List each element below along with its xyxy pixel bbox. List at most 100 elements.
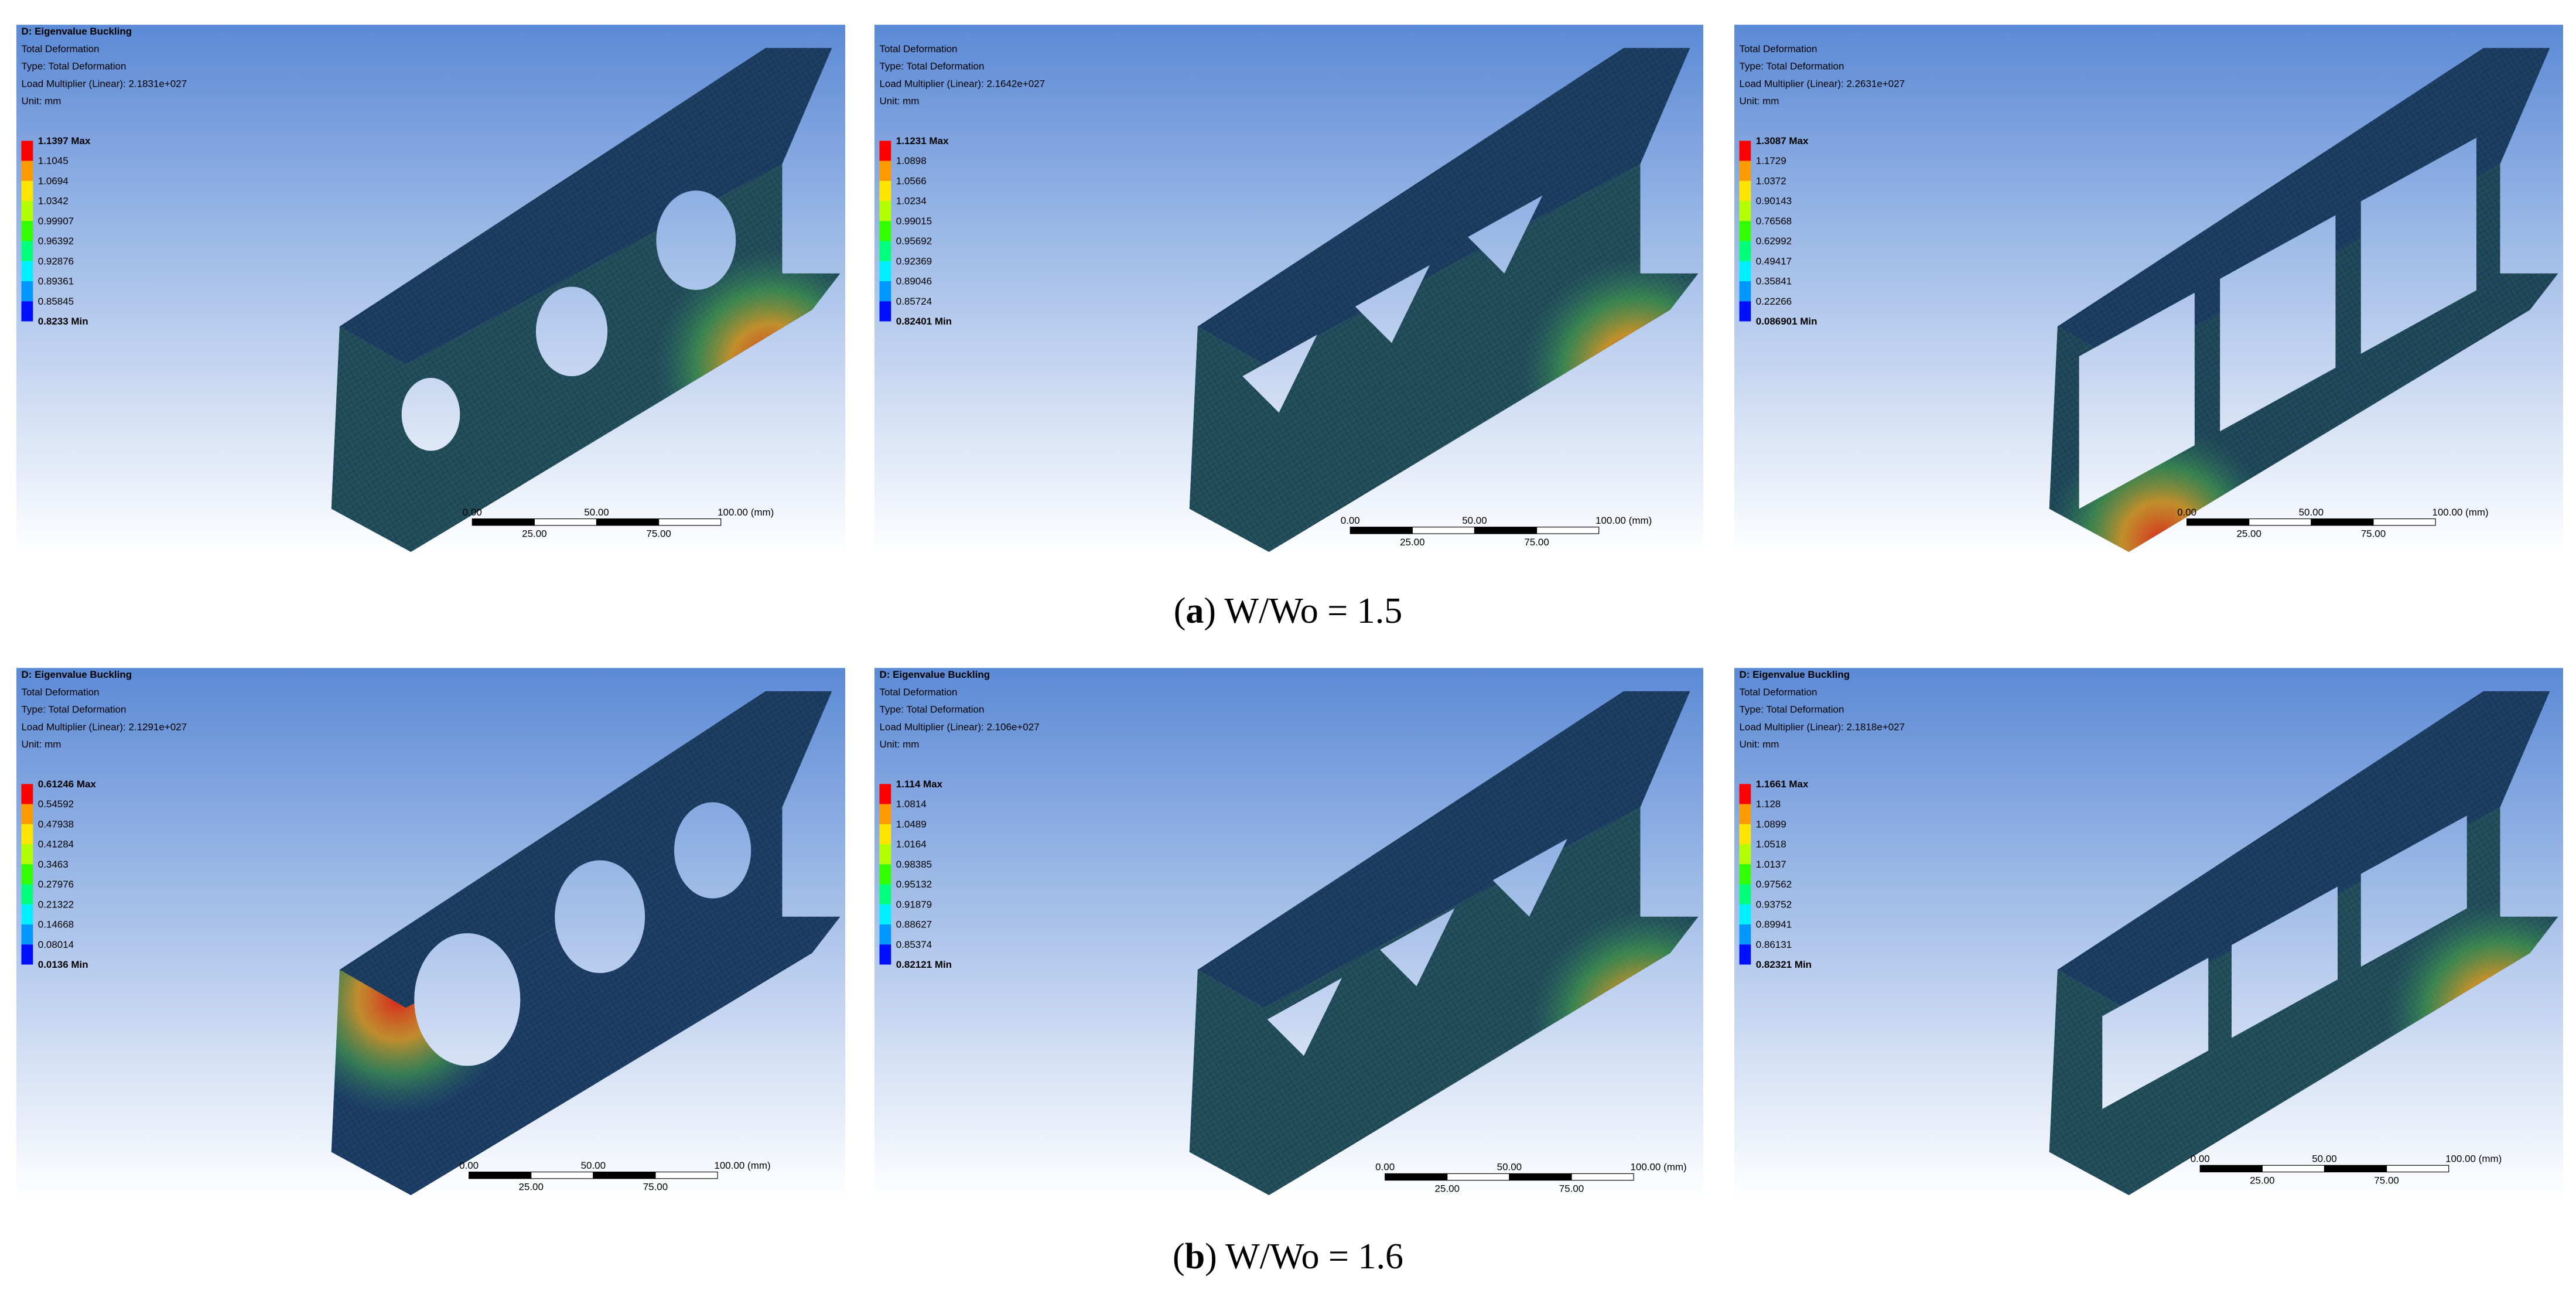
result-view: D: Eigenvalue Buckling Total Deformation T… xyxy=(16,668,845,1199)
scale-label: 75.00 xyxy=(2374,1175,2399,1186)
scale-bar: 0.00 50.00 100.00 (mm) 25.00 75.00 xyxy=(1341,515,1652,548)
legend-swatch xyxy=(879,301,891,322)
legend-label: 0.85724 xyxy=(896,296,932,307)
legend-swatch xyxy=(879,944,891,965)
beam-model xyxy=(2049,691,2558,1196)
legend-swatch xyxy=(21,824,33,845)
header-line: D: Eigenvalue Buckling xyxy=(1739,669,1850,680)
caption-letter: a xyxy=(1185,591,1204,631)
legend-swatch xyxy=(1739,784,1751,804)
legend-swatch xyxy=(879,141,891,161)
scale-segment xyxy=(2311,518,2374,526)
legend-swatch xyxy=(879,824,891,845)
header-line: Load Multiplier (Linear): 2.106e+027 xyxy=(879,721,1039,732)
scale-segment xyxy=(469,1171,532,1179)
scale-segment xyxy=(1412,527,1475,534)
legend-label: 1.0899 xyxy=(1756,818,1786,830)
header-line: Unit: mm xyxy=(21,739,61,750)
legend-label: 0.22266 xyxy=(1756,296,1792,307)
caption-letter: b xyxy=(1184,1237,1205,1277)
legend-swatch xyxy=(879,281,891,302)
scale-segment xyxy=(531,1171,594,1179)
mesh xyxy=(339,691,832,1008)
legend-swatch xyxy=(1739,844,1751,865)
header-line: Unit: mm xyxy=(21,95,61,107)
scale-label: 75.00 xyxy=(643,1182,668,1193)
view-canvas: D: Eigenvalue Buckling Total Deformation T… xyxy=(874,668,1703,1199)
legend-label: 0.97562 xyxy=(1756,879,1792,890)
scale-label: 100.00 (mm) xyxy=(1596,515,1652,526)
scale-label: 75.00 xyxy=(1559,1183,1584,1194)
caption-part: ) W/Wo = 1.5 xyxy=(1204,591,1403,631)
legend-label: 0.82121 Min xyxy=(896,959,952,970)
scale-segment xyxy=(593,1171,656,1179)
header-line: Type: Total Deformation xyxy=(879,704,984,715)
legend-label: 0.47938 xyxy=(38,818,74,830)
legend-label: 0.14668 xyxy=(38,919,74,930)
legend-label: 0.99907 xyxy=(38,216,74,227)
legend-label: 0.086901 Min xyxy=(1756,316,1817,327)
scale-bar: 0.00 50.00 100.00 (mm) 25.00 75.00 xyxy=(2177,507,2489,540)
header-line: D: Eigenvalue Buckling xyxy=(879,669,990,680)
scale-segment xyxy=(2186,518,2250,526)
legend-label: 0.08014 xyxy=(38,939,74,950)
scale-segment xyxy=(596,518,660,526)
legend-label: 1.1661 Max xyxy=(1756,779,1809,790)
web-hole xyxy=(656,190,736,290)
scale-segment xyxy=(2373,518,2436,526)
legend-label: 0.85845 xyxy=(38,296,74,307)
scale-label: 50.00 xyxy=(1497,1162,1522,1173)
legend-label: 1.0137 xyxy=(1756,859,1786,870)
scale-segment xyxy=(2386,1165,2449,1173)
legend-label: 1.0814 xyxy=(896,798,927,810)
legend-label: 1.1231 Max xyxy=(896,135,949,146)
scale-segment xyxy=(1385,1173,1448,1181)
view-canvas: Total Deformation Type: Total Deformation… xyxy=(874,25,1703,555)
scale-label: 25.00 xyxy=(1435,1183,1460,1194)
legend-label: 1.0566 xyxy=(896,175,927,186)
legend-swatch xyxy=(1739,180,1751,202)
legend-swatch xyxy=(21,784,33,804)
legend-label: 1.0898 xyxy=(896,155,927,166)
legend-swatch xyxy=(21,241,33,261)
header-line: Total Deformation xyxy=(1739,687,1817,698)
legend-swatch xyxy=(879,221,891,241)
legend-label: 0.92369 xyxy=(896,255,932,267)
header-line: Type: Total Deformation xyxy=(21,61,126,72)
header-line: Type: Total Deformation xyxy=(21,704,126,715)
view-canvas: Total Deformation Type: Total Deformation… xyxy=(1734,25,2563,555)
header-line: Unit: mm xyxy=(879,95,919,107)
legend-label: 0.98385 xyxy=(896,859,932,870)
legend-swatch xyxy=(879,161,891,181)
scale-label: 50.00 xyxy=(581,1160,606,1171)
caption-part: ( xyxy=(1173,1237,1185,1277)
legend-label: 0.90143 xyxy=(1756,196,1792,207)
legend-label: 1.0164 xyxy=(896,839,927,850)
legend-swatch xyxy=(21,180,33,202)
legend-label: 0.61246 Max xyxy=(38,779,97,790)
view-canvas: D: Eigenvalue Buckling Total Deformation T… xyxy=(16,25,845,555)
scale-segment xyxy=(1536,527,1600,534)
web-hole xyxy=(2220,215,2336,432)
scale-label: 0.00 xyxy=(1375,1162,1395,1173)
result-view: D: Eigenvalue Buckling Total Deformation T… xyxy=(1734,668,2563,1199)
web-hole xyxy=(2079,292,2195,509)
legend-swatch xyxy=(21,844,33,865)
legend-swatch xyxy=(1739,241,1751,261)
legend-label: 0.62992 xyxy=(1756,236,1792,247)
header-line: Load Multiplier (Linear): 2.1642e+027 xyxy=(879,78,1045,89)
legend-label: 0.49417 xyxy=(1756,255,1792,267)
header-line: Type: Total Deformation xyxy=(1739,704,1844,715)
legend-swatch xyxy=(21,864,33,885)
result-view: D: Eigenvalue Buckling Total Deformation T… xyxy=(874,668,1703,1199)
legend-label: 0.92876 xyxy=(38,255,74,267)
scale-bar: 0.00 50.00 100.00 (mm) 25.00 75.00 xyxy=(463,507,774,540)
beam-model xyxy=(2049,47,2558,552)
legend-swatch xyxy=(1739,824,1751,845)
legend-label: 0.96392 xyxy=(38,236,74,247)
header-line: Total Deformation xyxy=(21,687,99,698)
scale-segment xyxy=(1350,527,1413,534)
legend-swatch xyxy=(879,241,891,261)
legend-label: 1.128 xyxy=(1756,798,1781,810)
header-line: Load Multiplier (Linear): 2.1818e+027 xyxy=(1739,721,1905,732)
